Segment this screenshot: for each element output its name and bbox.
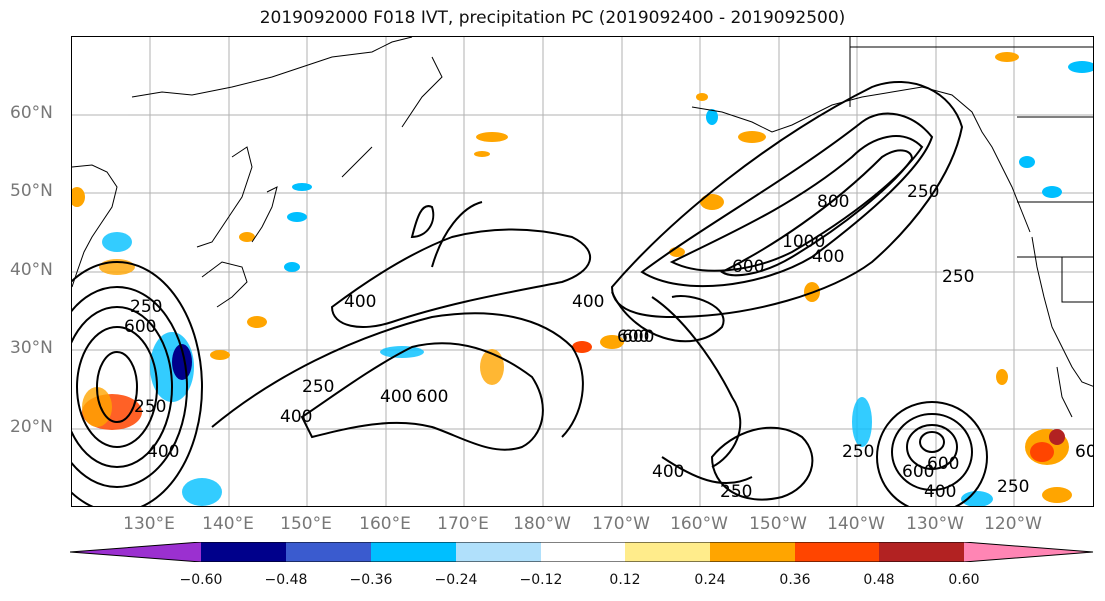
lat-label: 30°N: [10, 338, 53, 358]
contour-label: 250: [942, 267, 974, 287]
contour-label: 250: [134, 397, 166, 417]
contour-label: 250: [130, 297, 162, 317]
colorbar-swatch: [456, 542, 541, 562]
lon-label: 130°W: [906, 514, 964, 534]
contour-label: 400: [812, 247, 844, 267]
colorbar-swatch: [625, 542, 710, 562]
lon-label: 160°W: [670, 514, 728, 534]
contour-label: 600: [927, 454, 959, 474]
colorbar-tick-label: −0.48: [264, 572, 308, 588]
colorbar-tick-label: −0.12: [519, 572, 563, 588]
colorbar-extend-max: [964, 542, 1093, 562]
colorbar-tick-label: 0.36: [779, 572, 811, 588]
map-panel: 250 600 400 250 400 600 400 600 1000 800…: [71, 36, 1094, 507]
lat-label: 40°N: [10, 260, 53, 280]
contour-label: 600: [1075, 442, 1094, 462]
colorbar-extend-min: [70, 542, 201, 562]
contour-label: 800: [817, 192, 849, 212]
contour-label: 400: [380, 387, 412, 407]
contour-label: 400: [280, 407, 312, 427]
coastlines: [72, 37, 1093, 418]
colorbar-tick-label: 0.48: [863, 572, 895, 588]
contour-label: 600: [732, 257, 764, 277]
colorbar-tick-label: 0.24: [694, 572, 726, 588]
lon-label: 130°E: [123, 514, 175, 534]
contour-label: 600: [622, 327, 654, 347]
map-canvas: 250 600 400 250 400 600 400 600 1000 800…: [72, 37, 1094, 506]
contour-label: 250: [842, 442, 874, 462]
colorbar-tick-label: −0.24: [434, 572, 478, 588]
colorbar: [70, 542, 1094, 562]
lat-label: 50°N: [10, 181, 53, 201]
lon-label: 140°E: [202, 514, 254, 534]
lat-label: 60°N: [10, 103, 53, 123]
ivt-contours: [72, 81, 988, 506]
lon-label: 150°E: [280, 514, 332, 534]
lon-label: 180°W: [513, 514, 571, 534]
colorbar-swatch: [795, 542, 879, 562]
contour-label: 1000: [782, 232, 825, 252]
lon-label: 170°E: [437, 514, 489, 534]
contour-label: 400: [924, 482, 956, 502]
contour-label: 250: [907, 182, 939, 202]
lon-label: 160°E: [359, 514, 411, 534]
colorbar-swatch: [201, 542, 286, 562]
contour-label: 600: [617, 327, 649, 347]
precip-shading: [72, 52, 1093, 506]
lon-label: 170°W: [592, 514, 650, 534]
colorbar-swatch: [286, 542, 371, 562]
lat-label: 20°N: [10, 417, 53, 437]
lon-label: 120°W: [984, 514, 1042, 534]
contour-label: 250: [997, 477, 1029, 497]
colorbar-tick-label: 0.12: [609, 572, 641, 588]
map-title: 2019092000 F018 IVT, precipitation PC (2…: [259, 8, 846, 28]
colorbar-swatch: [710, 542, 795, 562]
colorbar-tick-label: −0.60: [179, 572, 223, 588]
lon-label: 140°W: [827, 514, 885, 534]
contour-label: 600: [902, 462, 934, 482]
contour-labels: 250 600 400 250 400 600 400 600 1000 800…: [124, 182, 1094, 502]
contour-label: 250: [720, 482, 752, 502]
colorbar-swatch: [541, 542, 625, 562]
colorbar-tick-label: −0.36: [349, 572, 393, 588]
contour-label: 400: [652, 462, 684, 482]
contour-label: 600: [124, 317, 156, 337]
colorbar-swatch: [371, 542, 456, 562]
contour-label: 400: [344, 292, 376, 312]
contour-label: 600: [416, 387, 448, 407]
contour-label: 400: [147, 442, 179, 462]
colorbar-swatch: [879, 542, 964, 562]
lon-label: 150°W: [749, 514, 807, 534]
colorbar-tick-label: 0.60: [948, 572, 980, 588]
contour-label: 400: [572, 292, 604, 312]
contour-label: 250: [302, 377, 334, 397]
